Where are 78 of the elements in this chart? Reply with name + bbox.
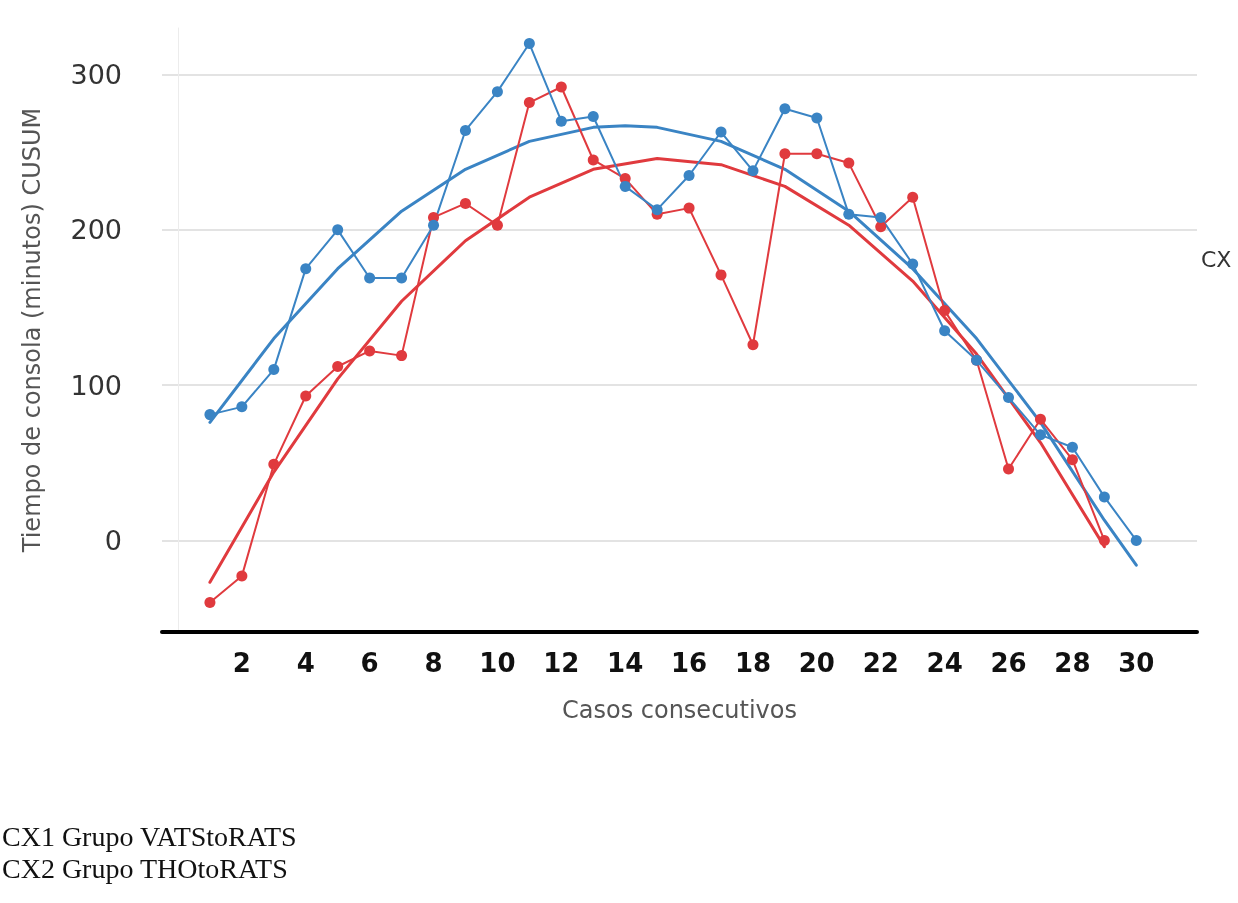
point — [364, 345, 376, 357]
point — [1003, 463, 1015, 475]
point — [396, 272, 408, 284]
x-tick-label: 20 — [798, 648, 835, 678]
point — [491, 86, 503, 98]
text: CX1 Grupo VATStoRATS — [2, 820, 297, 852]
point — [396, 350, 408, 362]
point — [651, 204, 663, 216]
point — [459, 124, 471, 136]
point — [1098, 534, 1110, 546]
point — [683, 170, 695, 181]
point — [332, 224, 344, 236]
point — [587, 154, 599, 166]
point — [300, 263, 312, 275]
text: CX2 Grupo THOtoRATS — [2, 852, 288, 884]
point — [332, 360, 344, 372]
point — [1066, 454, 1078, 466]
point — [204, 597, 216, 608]
point — [428, 219, 440, 231]
point — [619, 180, 631, 192]
point — [268, 364, 280, 376]
point — [811, 148, 823, 160]
x-axis-title: Casos consecutivos — [561, 696, 798, 724]
y-tick-label: 200 — [70, 214, 122, 246]
point — [236, 570, 248, 582]
point — [1098, 491, 1110, 503]
x-tick-label: 14 — [607, 648, 644, 678]
point — [491, 219, 503, 231]
point — [236, 401, 248, 413]
point — [1034, 429, 1046, 441]
point — [268, 458, 280, 470]
point — [1003, 392, 1015, 404]
y-axis-title: Tiempo de consola (minutos) CUSUM — [18, 107, 46, 554]
point — [907, 191, 919, 203]
x-tick-label: 22 — [862, 648, 899, 678]
x-tick-label: 16 — [670, 648, 708, 678]
y-tick-label: 100 — [70, 369, 122, 401]
point — [364, 272, 376, 284]
point — [715, 126, 727, 138]
point — [779, 148, 791, 160]
legend-title: CX — [1201, 246, 1232, 272]
point — [555, 115, 567, 127]
point — [715, 269, 727, 281]
x-tick-label: 28 — [1054, 648, 1091, 678]
point — [747, 339, 759, 351]
point — [459, 197, 471, 209]
point — [747, 165, 759, 177]
point — [1130, 534, 1142, 546]
point — [300, 390, 312, 402]
x-tick-label: 18 — [734, 648, 772, 678]
point — [204, 409, 216, 421]
point — [523, 97, 535, 109]
x-tick-label: 10 — [479, 648, 516, 678]
x-tick-label: 26 — [990, 648, 1027, 678]
y-tick-label: 300 — [70, 59, 122, 91]
point — [811, 112, 823, 124]
x-tick-label: 12 — [543, 648, 580, 678]
point — [875, 211, 887, 223]
point — [907, 258, 919, 270]
y-tick-label: 0 — [104, 524, 122, 556]
x-tick-label: 4 — [296, 648, 315, 678]
point — [875, 221, 887, 233]
x-tick-label: 2 — [232, 648, 251, 678]
x-tick-label: 8 — [424, 648, 443, 678]
x-tick-label: 6 — [360, 648, 379, 678]
point — [939, 325, 951, 337]
point — [587, 111, 599, 122]
point — [939, 305, 951, 317]
point — [555, 81, 567, 93]
point — [523, 38, 535, 50]
point — [779, 103, 791, 115]
point — [683, 202, 695, 214]
point — [1066, 441, 1078, 453]
point — [1034, 413, 1046, 425]
x-tick-label: 30 — [1118, 648, 1155, 678]
point — [843, 208, 855, 220]
point — [843, 157, 855, 169]
x-tick-label: 24 — [926, 648, 963, 678]
